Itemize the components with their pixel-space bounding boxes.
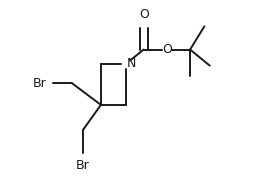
- Text: Br: Br: [76, 159, 90, 172]
- Text: Br: Br: [33, 77, 47, 90]
- Text: O: O: [139, 8, 149, 21]
- Text: O: O: [162, 43, 172, 56]
- Text: N: N: [127, 57, 136, 70]
